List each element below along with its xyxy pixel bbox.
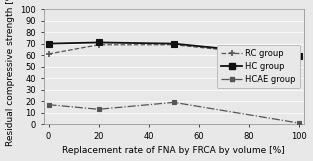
Y-axis label: Residual compressive strength [%]: Residual compressive strength [%] [6,0,15,146]
X-axis label: Replacement rate of FNA by FRCA by volume [%]: Replacement rate of FNA by FRCA by volum… [63,147,285,155]
Legend: RC group, HC group, HCAE group: RC group, HC group, HCAE group [217,45,300,89]
